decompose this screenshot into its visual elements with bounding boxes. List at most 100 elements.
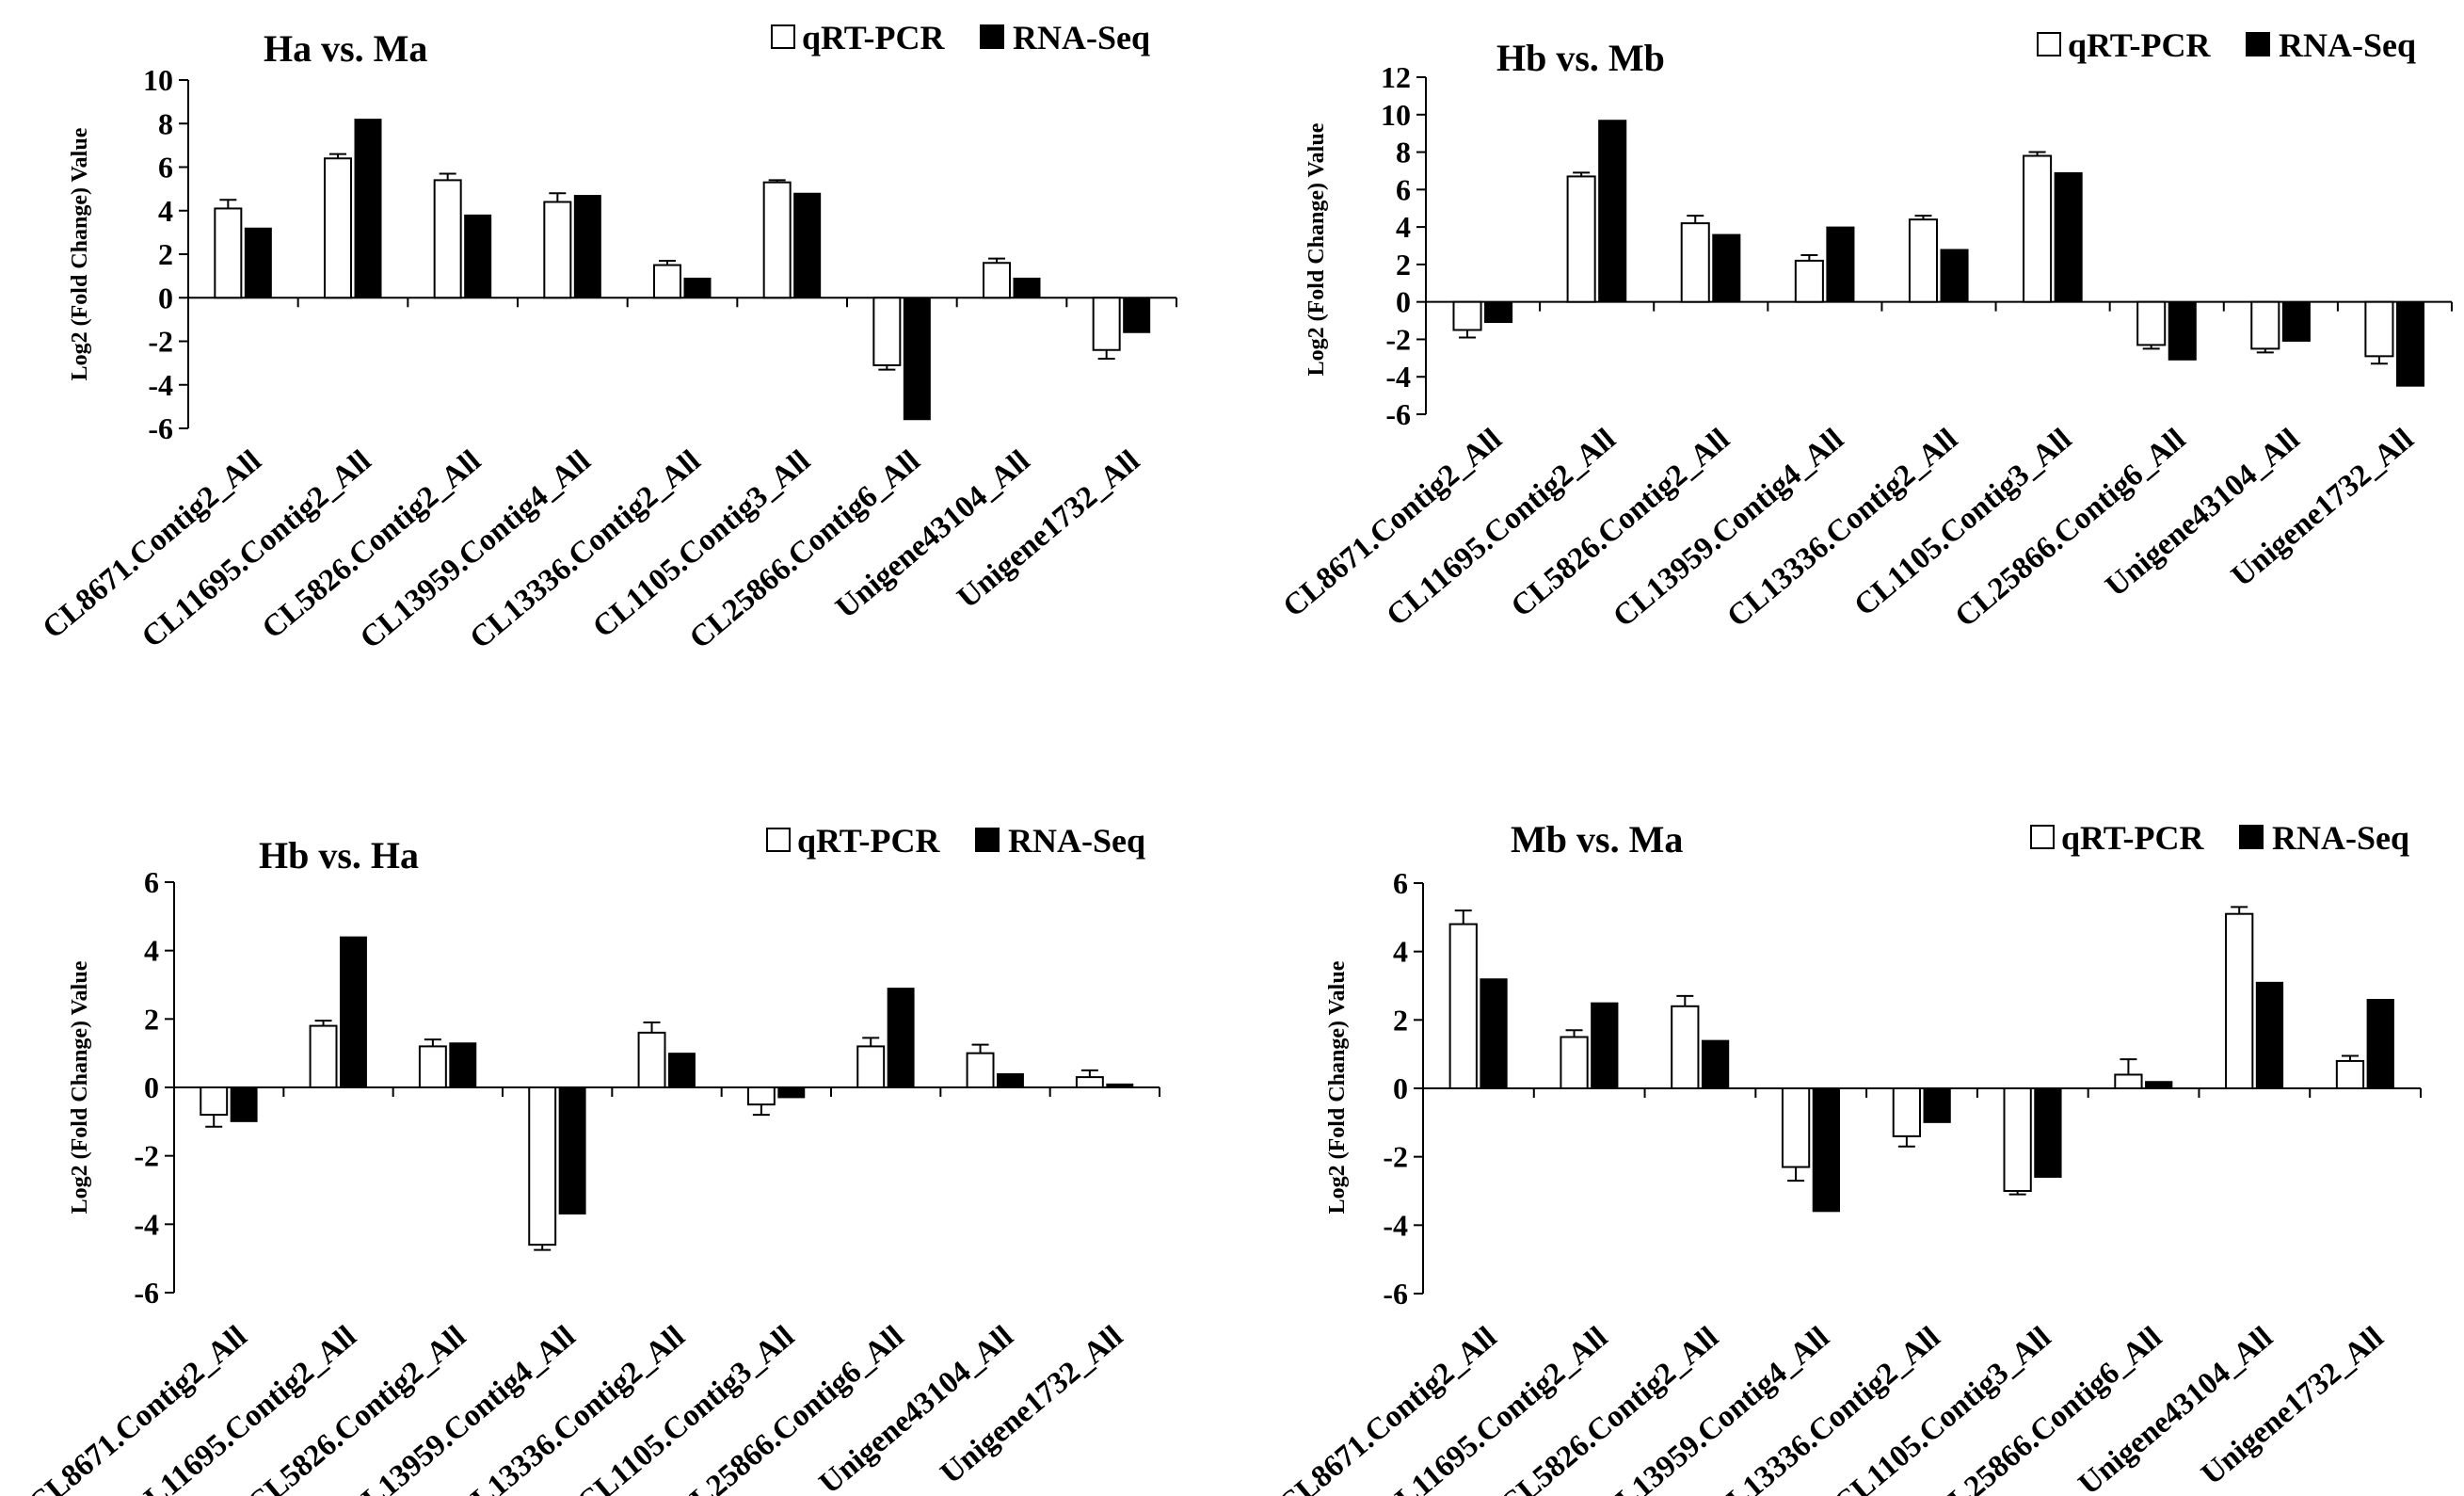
bar-qrt-pcr <box>543 201 572 299</box>
y-tick-label: 0 <box>144 1070 159 1104</box>
y-tick-label: 10 <box>143 63 173 97</box>
bar-qrt-pcr <box>637 1031 666 1089</box>
legend-label-rna-seq: RNA-Seq <box>2272 819 2409 857</box>
legend-label-qrt-pcr: qRT-PCR <box>2061 819 2204 857</box>
bar-rna-seq <box>354 119 382 298</box>
x-tick-label: Unigene1732_All <box>935 1320 1129 1491</box>
bar-rna-seq <box>668 1053 696 1088</box>
bar-qrt-pcr <box>2364 300 2394 358</box>
legend-label-qrt-pcr: qRT-PCR <box>2068 26 2211 64</box>
y-tick-label: -4 <box>1385 360 1411 394</box>
x-tick-label: CL1105.Contig3_All <box>1848 423 2078 623</box>
bar-qrt-pcr <box>200 1086 229 1117</box>
bar-qrt-pcr <box>1075 1076 1104 1088</box>
y-tick-label: -2 <box>1385 322 1411 356</box>
bar-qrt-pcr <box>528 1086 557 1247</box>
y-tick-label: 8 <box>158 106 173 140</box>
bar-qrt-pcr <box>2225 912 2254 1090</box>
bar-qrt-pcr <box>1794 259 1824 303</box>
bar-rna-seq <box>1923 1087 1951 1123</box>
x-tick-label: CL5826.Contig2_All <box>1505 423 1736 624</box>
bar-rna-seq <box>1123 297 1151 333</box>
legend-label-rna-seq: RNA-Seq <box>2279 26 2416 64</box>
y-tick-label: 6 <box>1393 866 1408 900</box>
bar-rna-seq <box>1013 277 1041 298</box>
bar-rna-seq <box>2145 1081 2173 1089</box>
legend-swatch-qrt-pcr <box>766 828 791 852</box>
y-tick-label: 2 <box>144 1002 159 1036</box>
bar-rna-seq <box>1812 1087 1840 1213</box>
legend-swatch-rna-seq <box>980 24 1004 49</box>
y-tick-label: -2 <box>148 325 173 359</box>
bar-rna-seq <box>1940 249 1969 303</box>
bar-qrt-pcr <box>1908 218 1939 303</box>
y-axis-label: Log2 (Fold Change) Value <box>1325 960 1350 1214</box>
y-tick-label: 0 <box>1393 1071 1408 1105</box>
bar-rna-seq <box>2255 981 2284 1089</box>
bar-rna-seq <box>1598 120 1627 303</box>
x-tick-label: Unigene43104_All <box>2100 423 2307 604</box>
y-tick-label: -6 <box>1383 1277 1408 1311</box>
bar-qrt-pcr <box>2136 300 2167 346</box>
y-tick-label: 6 <box>1396 172 1411 206</box>
bar-qrt-pcr <box>418 1045 447 1089</box>
y-tick-label: -6 <box>1385 397 1411 431</box>
y-tick-label: 8 <box>1396 136 1411 169</box>
x-tick-label: Unigene1732_All <box>2195 1321 2390 1492</box>
y-tick-label: 6 <box>158 151 173 185</box>
legend-swatch-qrt-pcr <box>2030 825 2055 849</box>
bar-rna-seq <box>1484 301 1513 324</box>
bar-rna-seq <box>2034 1087 2062 1178</box>
y-tick-label: 2 <box>1393 1003 1408 1037</box>
bar-qrt-pcr <box>1560 1036 1589 1089</box>
bar-qrt-pcr <box>746 1086 776 1106</box>
bar-rna-seq <box>230 1086 258 1122</box>
bar-qrt-pcr <box>309 1024 338 1088</box>
bar-rna-seq <box>793 192 822 298</box>
x-tick-label: CL8671.Contig2_All <box>1272 1321 1503 1496</box>
y-tick-label: 4 <box>1393 935 1408 969</box>
bar-rna-seq <box>2281 301 2311 342</box>
bar-rna-seq <box>558 1086 586 1214</box>
bar-qrt-pcr <box>653 264 681 299</box>
chart-panel-4: Mb vs. Ma qRT-PCR RNA-Seq Log2 (Fold Change… <box>1272 818 2422 1496</box>
y-tick-label: -2 <box>1383 1140 1408 1174</box>
chart-panel-2: Hb vs. Mb qRT-PCR RNA-Seq Log2 (Fold Change… <box>1277 26 2453 635</box>
bar-qrt-pcr <box>214 207 243 299</box>
bar-rna-seq <box>2366 999 2394 1089</box>
bar-qrt-pcr <box>762 181 792 299</box>
chart-panel-3: Hb vs. Ha qRT-PCR RNA-Seq Log2 (Fold Change… <box>22 822 1160 1496</box>
legend-swatch-rna-seq <box>2239 825 2264 849</box>
y-axis-label: Log2 (Fold Change) Value <box>68 127 92 380</box>
bar-rna-seq <box>903 297 931 421</box>
legend-label-rna-seq: RNA-Seq <box>1008 822 1145 860</box>
x-tick-label: Unigene43104_All <box>813 1320 1020 1496</box>
chart-title: Mb vs. Ma <box>1511 818 1683 861</box>
bar-qrt-pcr <box>1448 923 1478 1089</box>
bar-rna-seq <box>2395 301 2425 387</box>
y-tick-label: 0 <box>158 281 173 314</box>
bar-rna-seq <box>1480 978 1508 1089</box>
bar-rna-seq <box>1591 1002 1619 1089</box>
bar-qrt-pcr <box>1092 297 1121 351</box>
legend-swatch-rna-seq <box>2246 32 2270 56</box>
bar-rna-seq <box>2054 171 2083 303</box>
bar-qrt-pcr <box>1781 1087 1811 1168</box>
chart-panel-1: Ha vs. Ma qRT-PCR RNA-Seq Log2 (Fold Change… <box>37 19 1177 656</box>
legend: qRT-PCR RNA-Seq <box>771 19 1150 56</box>
bar-rna-seq <box>340 936 367 1088</box>
bar-qrt-pcr <box>2114 1073 2143 1090</box>
y-tick-label: 4 <box>1396 210 1411 244</box>
y-tick-label: -6 <box>134 1276 159 1310</box>
bar-qrt-pcr <box>872 297 902 366</box>
bar-qrt-pcr <box>324 157 352 299</box>
legend: qRT-PCR RNA-Seq <box>2030 819 2409 857</box>
bar-qrt-pcr <box>2250 300 2280 350</box>
legend-swatch-qrt-pcr <box>2037 32 2061 56</box>
y-tick-label: 2 <box>158 237 173 271</box>
y-tick-label: 6 <box>144 865 159 899</box>
y-tick-label: -4 <box>148 368 173 402</box>
x-tick-label: Unigene43104_All <box>2072 1321 2280 1496</box>
bar-rna-seq <box>573 195 601 298</box>
